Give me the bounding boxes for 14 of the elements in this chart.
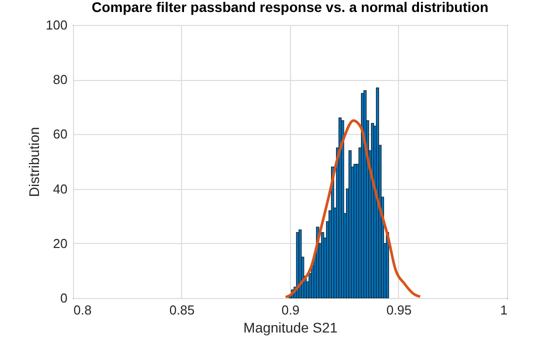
y-axis-title: Distribution <box>26 126 42 198</box>
y-tick-label: 80 <box>53 72 68 88</box>
x-tick-label: 0.95 <box>386 302 412 318</box>
y-tick-label: 0 <box>60 290 68 306</box>
x-tick-label: 0.9 <box>281 302 300 318</box>
x-tick-label: 0.8 <box>74 302 92 318</box>
chart-title: Compare filter passband response vs. a normal distribution <box>92 0 488 15</box>
x-tick-label: 1 <box>500 302 508 318</box>
y-tick-label: 100 <box>46 18 68 32</box>
x-tick-label: 0.85 <box>169 302 195 318</box>
y-tick-label: 40 <box>53 181 68 196</box>
y-tick-label: 20 <box>53 236 68 251</box>
x-axis-title: Magnitude S21 <box>243 320 338 336</box>
y-tick-label: 60 <box>53 126 68 142</box>
